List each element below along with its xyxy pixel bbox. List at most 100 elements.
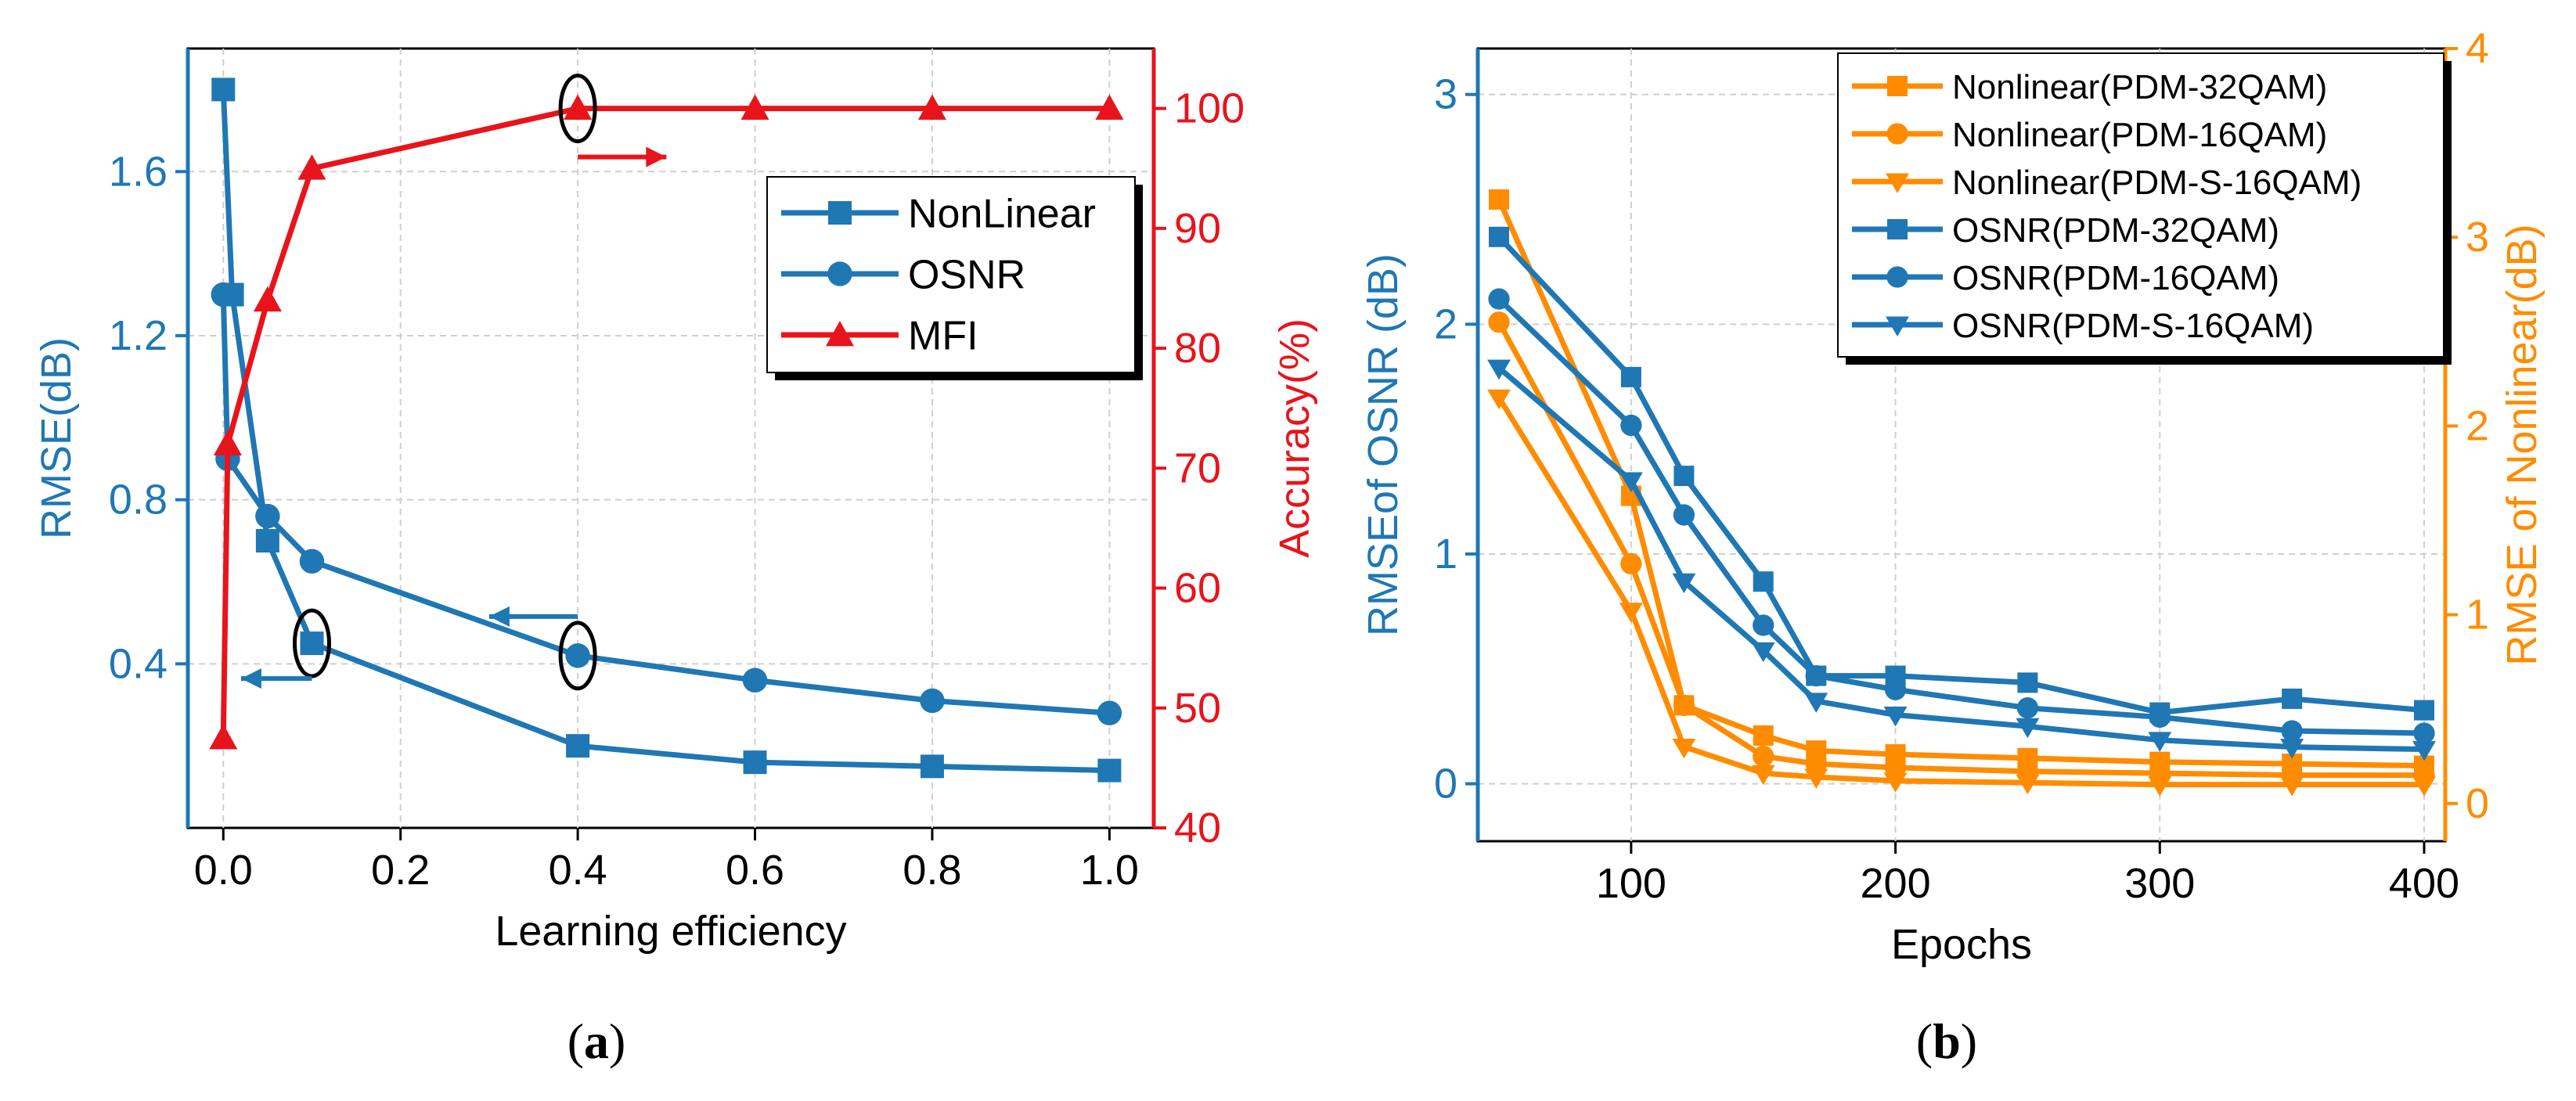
- series-nonlinear-pdm-s-16qam-: [1487, 389, 2436, 797]
- data-point: [1884, 678, 1907, 700]
- data-point: [2282, 688, 2303, 709]
- data-point: [1753, 745, 1774, 768]
- x-tick-label: 200: [1861, 860, 1931, 907]
- data-point: [1097, 700, 1122, 725]
- caption-a: (a): [567, 1013, 626, 1069]
- data-point: [1095, 94, 1124, 121]
- legend-label: MFI: [908, 314, 978, 359]
- y-right-tick-label: 80: [1174, 325, 1221, 372]
- y-left-tick-label: 0.4: [109, 640, 168, 687]
- data-point: [1620, 552, 1642, 575]
- y-left-tick-label: 0.8: [109, 477, 168, 524]
- series-line: [1496, 198, 2425, 769]
- data-point: [2148, 776, 2172, 797]
- data-point: [2016, 774, 2040, 795]
- y-left-axis-label: RMSE(dB): [33, 337, 80, 539]
- data-point: [2280, 739, 2304, 759]
- legend-marker: [1886, 123, 1908, 145]
- series-osnr: [211, 282, 1122, 725]
- series-line: [220, 89, 1110, 774]
- data-point: [2280, 776, 2304, 797]
- data-point: [740, 94, 769, 121]
- data-point: [1751, 765, 1775, 786]
- x-tick-label: 300: [2124, 860, 2195, 907]
- y-right-tick-label: 1: [2466, 592, 2489, 639]
- data-point: [1620, 366, 1641, 387]
- y-left-tick-label: 1.2: [109, 312, 168, 359]
- data-point: [1489, 226, 1510, 247]
- data-point: [2281, 720, 2303, 742]
- x-tick-label: 1.0: [1080, 847, 1139, 894]
- y-right-tick-label: 50: [1174, 685, 1221, 732]
- legend-marker: [1886, 316, 1909, 336]
- legend-label: Nonlinear(PDM-16QAM): [1952, 116, 2327, 154]
- series-line: [220, 106, 1110, 739]
- legend: Nonlinear(PDM-32QAM) Nonlinear(PDM-16QAM)…: [1837, 52, 2452, 365]
- data-point: [211, 77, 236, 102]
- x-tick-label: 0.6: [726, 847, 784, 894]
- data-point: [1883, 772, 1908, 793]
- data-point: [564, 94, 593, 121]
- series-line: [1497, 365, 2425, 753]
- data-point: [213, 430, 242, 456]
- data-point: [920, 688, 945, 714]
- data-point: [920, 754, 944, 779]
- data-point: [2412, 776, 2436, 797]
- y-right-tick-label: 4: [2466, 25, 2489, 72]
- data-point: [1488, 311, 1510, 333]
- data-point: [299, 549, 325, 574]
- data-point: [1673, 466, 1695, 487]
- data-point: [1487, 359, 1511, 380]
- annotation-ellipse: [558, 74, 597, 144]
- legend-label: OSNR(PDM-32QAM): [1952, 211, 2279, 250]
- y-right-tick-label: 90: [1174, 205, 1221, 252]
- data-point: [2017, 672, 2038, 693]
- annotation-arrow-head: [488, 606, 510, 627]
- series-mfi: [209, 94, 1124, 750]
- legend: NonLinear OSNR MFI: [766, 176, 1143, 380]
- x-tick-label: 0.4: [549, 847, 607, 894]
- y-right-tick-label: 40: [1174, 804, 1221, 851]
- data-point: [300, 631, 324, 656]
- y-left-tick-label: 0: [1434, 761, 1457, 808]
- series-osnr-pdm-s-16qam-: [1487, 359, 2436, 761]
- x-tick-label: 0.2: [371, 847, 430, 894]
- data-point: [565, 643, 590, 668]
- x-tick-label: 0.0: [194, 847, 253, 894]
- legend-marker: [1886, 266, 1908, 288]
- legend-box: [1837, 52, 2444, 358]
- y-right-axis-label: Accuracy(%): [1271, 318, 1318, 558]
- y-left-tick-label: 2: [1434, 300, 1457, 347]
- y-right-tick-label: 2: [2466, 402, 2489, 449]
- data-point: [2016, 718, 2040, 739]
- data-point: [2412, 741, 2436, 761]
- y-left-axis-label: RMSEof OSNR (dB): [1360, 254, 1407, 636]
- data-point: [1804, 693, 1828, 713]
- data-point: [2413, 722, 2435, 744]
- legend-marker: [828, 201, 852, 225]
- data-point: [1804, 768, 1828, 789]
- y-left-tick-label: 1.6: [109, 148, 168, 195]
- data-point: [1619, 472, 1643, 492]
- data-point: [742, 667, 768, 693]
- data-point: [1620, 414, 1642, 437]
- data-point: [1487, 389, 1511, 410]
- legend-label: OSNR(PDM-16QAM): [1952, 259, 2279, 297]
- data-point: [1751, 642, 1775, 663]
- data-point: [1673, 504, 1695, 526]
- legend-marker: [1887, 76, 1908, 96]
- annotations: [240, 74, 667, 691]
- data-point: [297, 154, 326, 180]
- series-line: [1497, 396, 2424, 788]
- data-point: [1753, 614, 1774, 636]
- data-point: [255, 503, 280, 529]
- series-line: [1497, 297, 2425, 736]
- data-point: [743, 750, 767, 775]
- data-point: [1753, 725, 1774, 746]
- data-point: [209, 724, 238, 750]
- legend-label: OSNR(PDM-S-16QAM): [1952, 307, 2314, 345]
- y-right-tick-label: 100: [1174, 85, 1245, 132]
- data-point: [2413, 700, 2434, 721]
- legend-label: Nonlinear(PDM-S-16QAM): [1952, 164, 2362, 202]
